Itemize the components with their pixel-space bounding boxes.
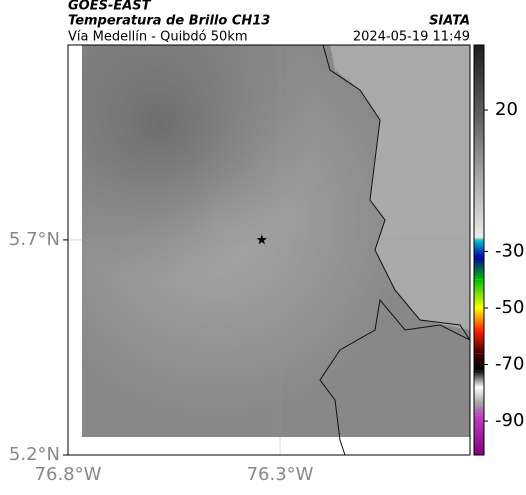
colorbar-tick-label: -50 xyxy=(495,297,524,318)
title: GOES-EAST xyxy=(68,0,152,14)
colorbar-segment xyxy=(474,237,484,241)
map-image xyxy=(82,45,470,455)
colorbar-segment xyxy=(474,415,484,455)
colorbar-frame xyxy=(473,44,485,456)
border xyxy=(322,45,470,341)
route: Vía Medellín - Quibdó 50km xyxy=(68,30,248,45)
source: SIATA xyxy=(429,14,470,29)
colorbar-segment xyxy=(474,307,484,331)
colorbar-segment xyxy=(474,353,484,371)
y-tick-label: 5.2°N xyxy=(9,444,60,465)
colorbar-segment xyxy=(474,240,484,258)
colorbar-tick-label: -70 xyxy=(495,354,524,375)
colorbar-segment xyxy=(474,330,484,354)
map-region xyxy=(330,45,470,330)
colorbar-tick-label: -30 xyxy=(495,240,524,261)
y-tick-label: 5.7°N xyxy=(9,229,60,250)
subtitle: Temperatura de Brillo CH13 xyxy=(68,14,270,29)
colorbar-tick-label: -90 xyxy=(495,410,524,431)
border xyxy=(319,298,470,455)
location-marker xyxy=(256,234,267,245)
x-tick-label: 76.8°W xyxy=(35,464,102,485)
map-frame xyxy=(67,44,471,456)
colorbar-segment xyxy=(474,404,484,416)
datetime: 2024-05-19 11:49 xyxy=(353,30,470,45)
colorbar-segment xyxy=(474,387,484,405)
colorbar-segment xyxy=(474,370,484,388)
colorbar-tick-label: 20 xyxy=(495,99,518,120)
colorbar-segment xyxy=(474,110,484,238)
colorbar-segment xyxy=(474,45,484,111)
colorbar-segment xyxy=(474,257,484,280)
x-tick-label: 76.3°W xyxy=(247,464,314,485)
colorbar-segment xyxy=(474,279,484,308)
